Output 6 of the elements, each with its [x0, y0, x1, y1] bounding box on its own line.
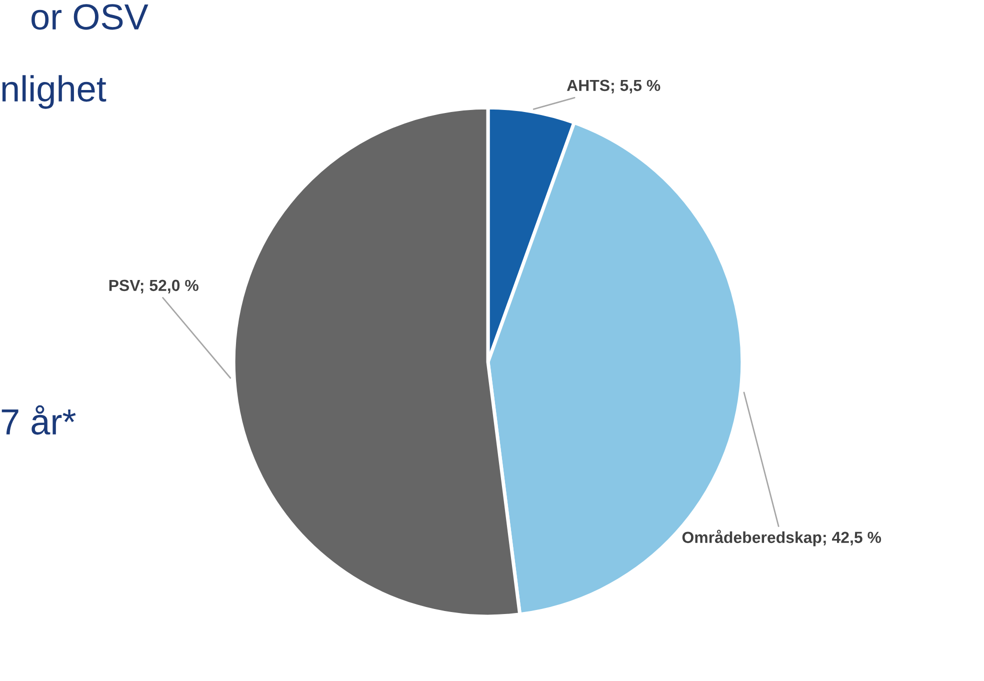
text: 7 år* [2, 405, 76, 435]
slice-label: PSV; 52,0 % [109, 280, 198, 294]
text: nlighet [2, 75, 106, 109]
slice-label: AHTS; 5,5 % [566, 80, 660, 94]
slice-label: Områdeberedskap; 42,5 % [682, 530, 882, 546]
text: or OSV [32, 4, 148, 30]
